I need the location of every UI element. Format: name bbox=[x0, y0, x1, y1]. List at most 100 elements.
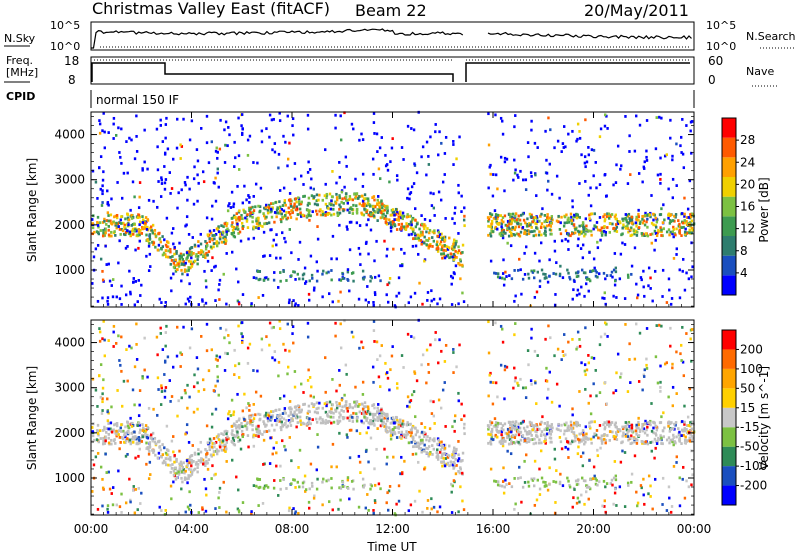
velocity-echo bbox=[462, 426, 466, 430]
power-echo bbox=[463, 214, 466, 218]
velocity-echo bbox=[203, 461, 206, 465]
power-echo bbox=[166, 147, 170, 151]
power-echo bbox=[659, 181, 662, 185]
velocity-echo bbox=[662, 435, 665, 439]
velocity-echo bbox=[421, 440, 424, 443]
velocity-echo bbox=[667, 436, 671, 440]
power-echo bbox=[186, 297, 190, 301]
velocity-echo bbox=[338, 419, 342, 423]
power-echo bbox=[519, 230, 523, 234]
velocity-echo bbox=[338, 404, 341, 408]
velocity-echo bbox=[270, 417, 273, 421]
velocity-echo bbox=[496, 395, 499, 399]
power-echo bbox=[123, 223, 126, 227]
power-echo bbox=[170, 289, 173, 293]
velocity-echo bbox=[587, 497, 590, 501]
velocity-echo bbox=[579, 455, 583, 458]
velocity-echo bbox=[330, 421, 333, 425]
power-echo bbox=[459, 277, 462, 281]
velocity-echo bbox=[550, 400, 554, 404]
power-echo bbox=[261, 293, 265, 297]
power-echo bbox=[643, 160, 646, 164]
power-echo bbox=[106, 189, 109, 193]
power-echo bbox=[372, 300, 375, 304]
velocity-echo bbox=[445, 462, 448, 466]
power-echo bbox=[527, 155, 530, 159]
power-echo bbox=[503, 160, 507, 164]
power-echo bbox=[268, 135, 271, 139]
velocity-echo bbox=[265, 484, 268, 488]
power-echo bbox=[457, 183, 460, 187]
velocity-echo bbox=[265, 335, 268, 339]
velocity-echo bbox=[140, 440, 144, 443]
velocity-echo bbox=[564, 353, 567, 357]
power-echo bbox=[645, 159, 649, 162]
velocity-echo bbox=[265, 423, 268, 427]
velocity-echo bbox=[343, 319, 346, 323]
power-echo bbox=[283, 199, 287, 202]
power-echo bbox=[241, 293, 245, 296]
velocity-echo bbox=[137, 486, 140, 490]
velocity-echo bbox=[539, 434, 543, 438]
velocity-echo bbox=[315, 487, 319, 491]
velocity-echo bbox=[661, 429, 665, 433]
velocity-echo bbox=[164, 463, 168, 467]
power-echo bbox=[462, 300, 466, 304]
power-echo bbox=[514, 168, 517, 172]
velocity-echo bbox=[146, 433, 149, 437]
velocity-echo bbox=[669, 438, 672, 442]
power-echo bbox=[560, 215, 563, 219]
velocity-echo bbox=[326, 413, 329, 416]
power-echo bbox=[527, 224, 531, 228]
velocity-echo bbox=[232, 410, 236, 414]
velocity-echo bbox=[650, 402, 653, 405]
velocity-echo bbox=[179, 460, 183, 464]
power-echo bbox=[460, 194, 463, 198]
power-echo bbox=[576, 213, 579, 217]
power-echo bbox=[402, 158, 405, 161]
velocity-echo bbox=[670, 505, 674, 508]
velocity-echo bbox=[449, 482, 453, 486]
power-echo bbox=[361, 269, 365, 273]
velocity-echo bbox=[514, 322, 517, 325]
power-echo bbox=[350, 220, 353, 224]
velocity-echo bbox=[307, 404, 311, 408]
velocity-echo bbox=[106, 510, 110, 514]
power-echo bbox=[291, 124, 294, 128]
velocity-echo bbox=[401, 425, 404, 429]
velocity-echo bbox=[339, 486, 343, 490]
velocity-echo bbox=[443, 462, 446, 466]
power-echo bbox=[443, 173, 446, 176]
power-echo bbox=[341, 197, 344, 201]
velocity-echo bbox=[315, 401, 319, 405]
velocity-echo bbox=[454, 472, 458, 476]
power-echo bbox=[425, 243, 428, 247]
power-echo bbox=[685, 216, 689, 219]
velocity-echo bbox=[248, 408, 251, 412]
power-echo bbox=[453, 254, 457, 258]
power-echo bbox=[192, 260, 195, 264]
power-echo bbox=[269, 228, 272, 232]
power-echo bbox=[487, 219, 490, 223]
velocity-echo bbox=[385, 430, 389, 434]
velocity-echo bbox=[566, 440, 570, 444]
power-echo bbox=[214, 149, 218, 153]
power-echo bbox=[299, 211, 302, 215]
velocity-echo bbox=[526, 425, 529, 429]
velocity-echo bbox=[266, 416, 270, 420]
velocity-echo bbox=[567, 340, 570, 344]
power-echo bbox=[421, 233, 424, 237]
velocity-echo bbox=[421, 430, 424, 434]
velocity-echo bbox=[430, 412, 434, 415]
velocity-echo bbox=[143, 368, 146, 372]
velocity-echo bbox=[533, 459, 537, 463]
power-echo bbox=[363, 193, 367, 197]
velocity-echo bbox=[258, 431, 262, 435]
velocity-echo bbox=[538, 467, 541, 471]
velocity-echo bbox=[111, 503, 115, 507]
velocity-echo bbox=[325, 404, 328, 408]
power-echo bbox=[164, 243, 168, 247]
velocity-echo bbox=[620, 372, 623, 376]
power-echo bbox=[163, 305, 167, 308]
power-echo bbox=[367, 252, 370, 256]
